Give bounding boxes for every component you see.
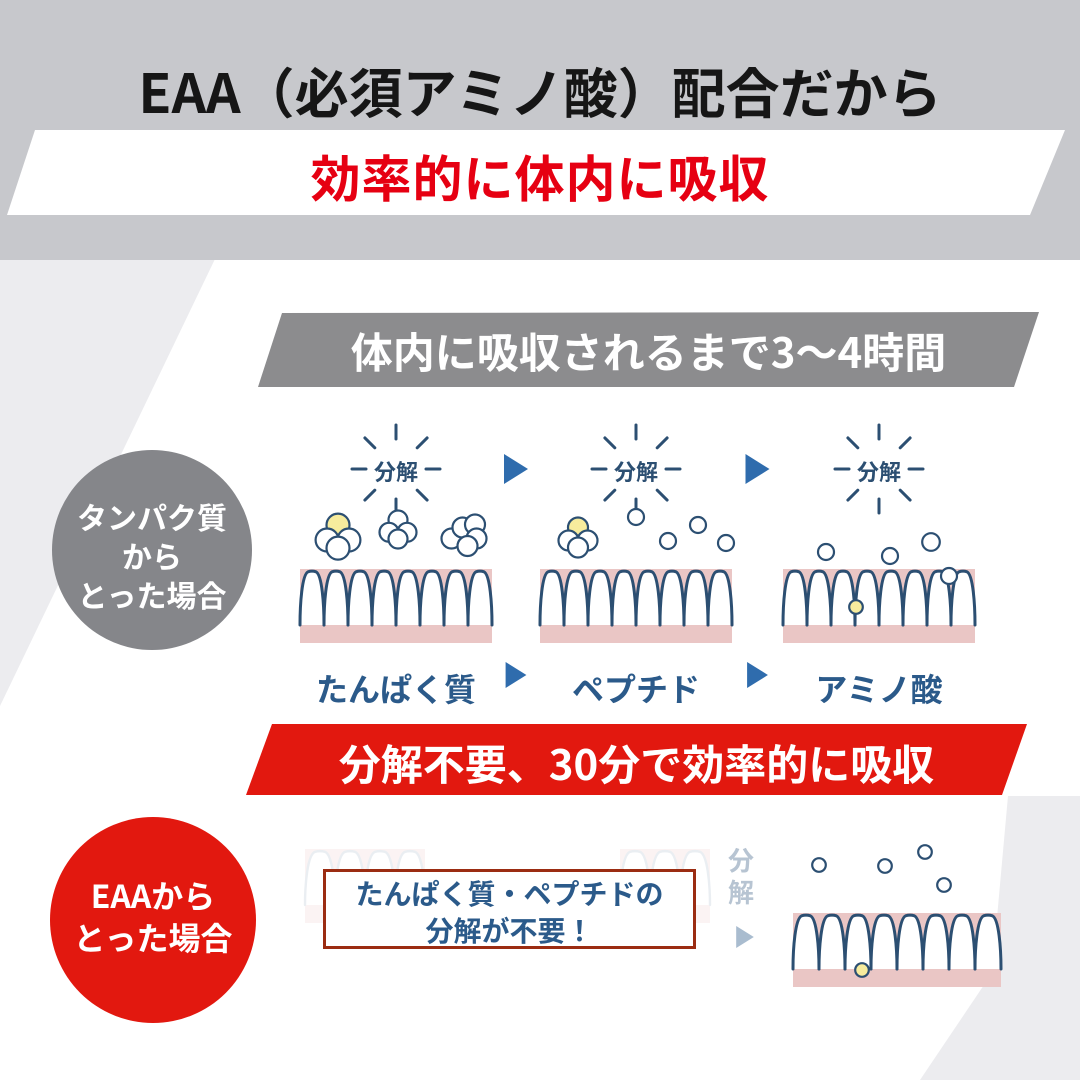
svg-text:解: 解 bbox=[728, 873, 754, 910]
